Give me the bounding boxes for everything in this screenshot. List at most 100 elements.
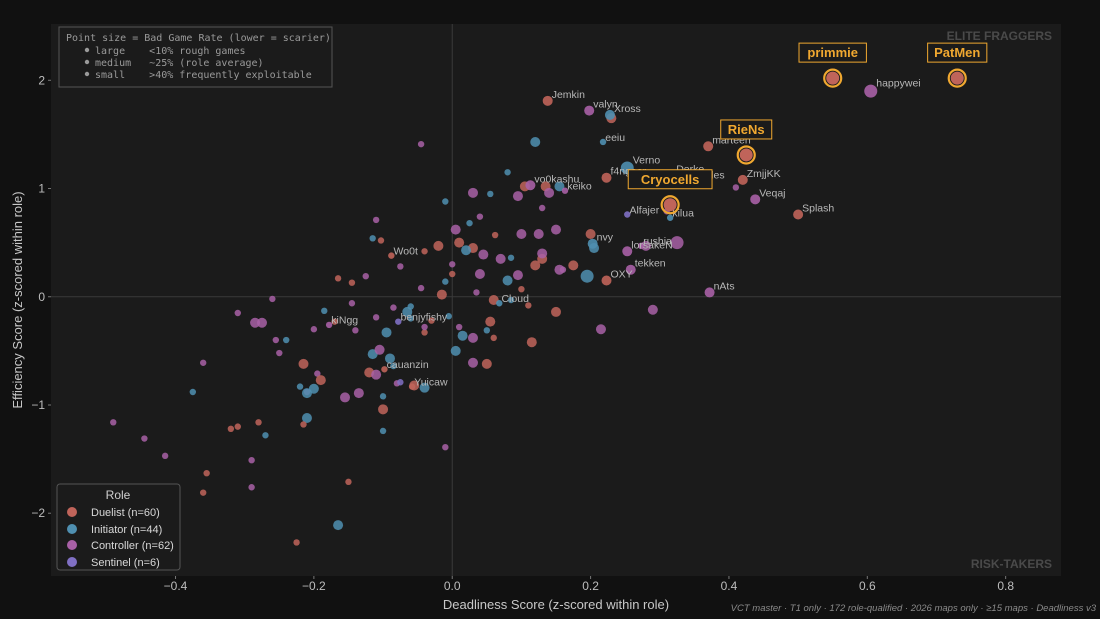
data-point-controller — [371, 369, 382, 380]
point-happywei — [864, 84, 878, 98]
data-point-controller — [538, 204, 546, 212]
highlight-ring-primmie — [823, 68, 843, 88]
data-point-controller — [544, 187, 555, 198]
legend-marker-duelist — [67, 507, 77, 517]
data-point-controller — [352, 327, 359, 334]
data-point-controller — [478, 249, 489, 260]
point-eeiu — [599, 138, 607, 146]
highlight-label-box-primmie — [798, 42, 867, 63]
data-point-initiator — [487, 190, 494, 198]
point-cauanzin — [381, 366, 388, 373]
size-legend-bullet-medium — [84, 59, 90, 65]
data-point-duelist — [525, 302, 532, 309]
point-kingg — [325, 321, 333, 329]
data-point-controller — [495, 253, 506, 264]
data-point-initiator — [381, 327, 392, 338]
point-nats — [704, 287, 715, 298]
x-tick-label: 0.2 — [582, 579, 599, 593]
data-point-duelist — [298, 358, 309, 369]
data-point-duelist — [345, 478, 352, 486]
data-point-initiator — [379, 427, 387, 435]
data-point-controller — [417, 140, 425, 148]
point-label-kilua: kilua — [672, 208, 694, 220]
point-vo0kashu — [525, 180, 536, 191]
data-point-controller — [449, 261, 456, 268]
data-point-controller — [450, 224, 461, 235]
point-f4ngeer — [601, 172, 612, 183]
point-label-veqaj: Veqaj — [759, 187, 785, 199]
data-point-duelist — [551, 306, 561, 317]
data-point-duelist — [421, 248, 428, 255]
data-point-initiator — [502, 275, 513, 286]
plot-area — [51, 24, 1061, 576]
data-point-duelist — [481, 358, 492, 369]
data-point-duelist — [331, 318, 338, 325]
point-tekken — [625, 264, 636, 275]
point-label-valyn: valyn — [593, 99, 618, 111]
point-xross — [604, 109, 615, 120]
highlight-point-primmie — [826, 71, 840, 85]
data-point-controller — [595, 324, 606, 335]
data-point-initiator — [530, 136, 541, 147]
data-point-initiator — [504, 169, 511, 176]
data-point-initiator — [321, 307, 328, 315]
data-point-controller — [314, 370, 321, 377]
data-point-initiator — [419, 382, 430, 393]
data-point-duelist — [334, 275, 342, 282]
point-label-rushia: rushia — [643, 236, 672, 248]
point-label-jemkin: Jemkin — [552, 89, 585, 101]
data-point-controller — [110, 419, 117, 426]
size-legend-line-medium: medium ~25% (role average) — [95, 58, 264, 69]
point-oxy — [601, 275, 612, 286]
point-label-splash: Splash — [802, 202, 834, 214]
y-tick-label: 0 — [38, 290, 45, 304]
data-point-controller — [397, 263, 404, 270]
data-point-controller — [374, 344, 385, 355]
data-point-duelist — [454, 237, 465, 248]
point-label-benjyfishy: benjyfishy — [400, 311, 447, 323]
data-point-initiator — [580, 269, 594, 283]
data-point-controller — [670, 236, 684, 250]
zero-lines — [51, 24, 1061, 576]
data-point-duelist — [348, 279, 356, 286]
highlight-point-cryocells — [663, 198, 677, 212]
data-point-duelist — [421, 329, 428, 336]
data-point-initiator — [301, 388, 312, 399]
point-label-wo0t: Wo0t — [394, 245, 418, 257]
data-point-initiator — [554, 181, 565, 192]
data-point-controller — [141, 435, 148, 442]
point-yuicaw — [408, 383, 416, 390]
point-label-cloud: Cloud — [501, 293, 529, 305]
data-point-controller — [372, 216, 380, 224]
highlight-label-riens: RieNs — [728, 122, 765, 137]
data-point-controller — [276, 349, 283, 357]
data-point-duelist — [293, 539, 300, 546]
highlight-label-primmie: primmie — [807, 45, 858, 60]
data-point-controller — [473, 289, 480, 296]
point-keiko — [561, 187, 569, 194]
data-point-controller — [353, 388, 364, 399]
data-point-duelist — [433, 240, 444, 251]
data-point-initiator — [262, 432, 269, 439]
data-point-duelist — [491, 231, 499, 239]
x-tick-label: −0.2 — [302, 579, 326, 593]
footnote: VCT master · T1 only · 172 role-qualifie… — [731, 603, 1097, 614]
data-point-controller — [310, 326, 318, 333]
data-point-initiator — [402, 306, 413, 317]
data-point-controller — [559, 266, 567, 273]
data-point-sentinel — [397, 379, 404, 386]
x-tick-label: −0.4 — [164, 579, 188, 593]
y-tick-label: −1 — [31, 398, 45, 412]
data-point-controller — [442, 444, 449, 451]
data-point-initiator — [507, 296, 515, 304]
legend-marker-initiator — [67, 524, 77, 534]
point-cloud — [496, 300, 503, 307]
data-point-controller — [647, 304, 658, 315]
point-label-nvy: nvy — [597, 232, 614, 244]
point-rushia — [637, 242, 645, 250]
data-point-controller — [455, 323, 463, 331]
data-point-controller — [533, 228, 544, 239]
y-axis-label: Efficiency Score (z-scored within role) — [10, 191, 25, 408]
data-point-initiator — [369, 235, 376, 242]
